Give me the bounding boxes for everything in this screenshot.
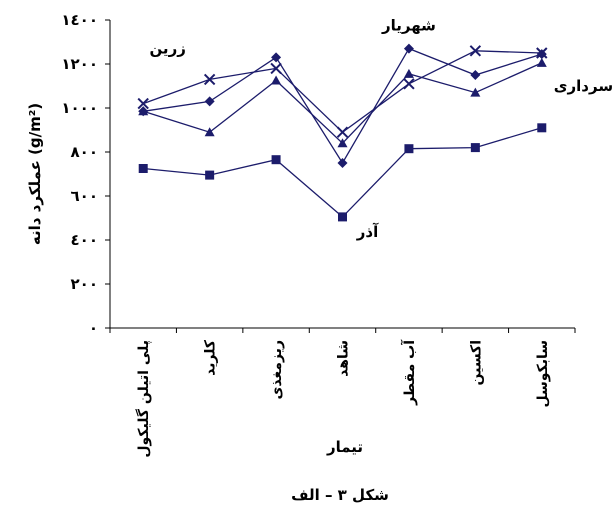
marker — [536, 49, 547, 60]
marker — [203, 73, 216, 86]
y-tick-label: ١٢٠٠ — [61, 55, 98, 73]
marker — [204, 96, 215, 107]
x-tick-label: پلی اتیلن گلیکول — [135, 340, 152, 458]
marker — [403, 43, 414, 54]
marker — [470, 143, 480, 153]
marker — [271, 75, 282, 85]
x-axis-title: تیمار — [326, 438, 363, 456]
marker — [403, 78, 415, 90]
series-line — [142, 50, 542, 134]
marker — [404, 144, 414, 154]
series-label: آذر — [356, 223, 379, 241]
x-tick-label: سابکوسل — [535, 340, 551, 407]
y-tick-label: ١٤٠٠ — [61, 11, 98, 29]
y-tick-label: ٨٠٠ — [71, 143, 98, 161]
series-label: شهریار — [381, 17, 436, 35]
marker — [337, 158, 348, 168]
y-tick-label: ٠ — [89, 319, 98, 337]
marker — [470, 70, 481, 80]
y-tick-label: ٤٠٠ — [71, 231, 98, 249]
marker — [138, 164, 148, 173]
series-label: سرداری — [554, 77, 613, 95]
marker — [270, 62, 282, 75]
marker — [204, 127, 215, 137]
x-tick-label: ریزمغذی — [269, 340, 285, 400]
marker — [337, 138, 348, 148]
marker — [537, 123, 547, 133]
x-tick-label: اکسین — [468, 340, 484, 386]
y-tick-label: ٦٠٠ — [71, 187, 98, 205]
marker — [138, 106, 149, 116]
marker — [338, 212, 347, 222]
y-axis-title: عملکرد دانه (g/m²) — [26, 103, 44, 245]
x-tick-label: کلرید — [203, 339, 219, 376]
marker — [271, 155, 281, 165]
y-tick-label: ١٠٠٠ — [61, 99, 98, 117]
x-tick-label: آب مقطر — [400, 339, 418, 406]
marker — [137, 97, 149, 110]
marker — [536, 57, 547, 67]
marker — [403, 68, 414, 78]
marker — [205, 170, 215, 180]
marker — [336, 126, 349, 138]
x-tick-label: شاهد — [336, 340, 352, 377]
y-tick-label: ٢٠٠ — [71, 275, 98, 293]
marker — [470, 87, 481, 97]
caption: شکل ٣ – الف — [291, 486, 389, 504]
marker — [271, 52, 282, 63]
series-label: زرین — [149, 39, 185, 57]
marker — [469, 45, 482, 57]
